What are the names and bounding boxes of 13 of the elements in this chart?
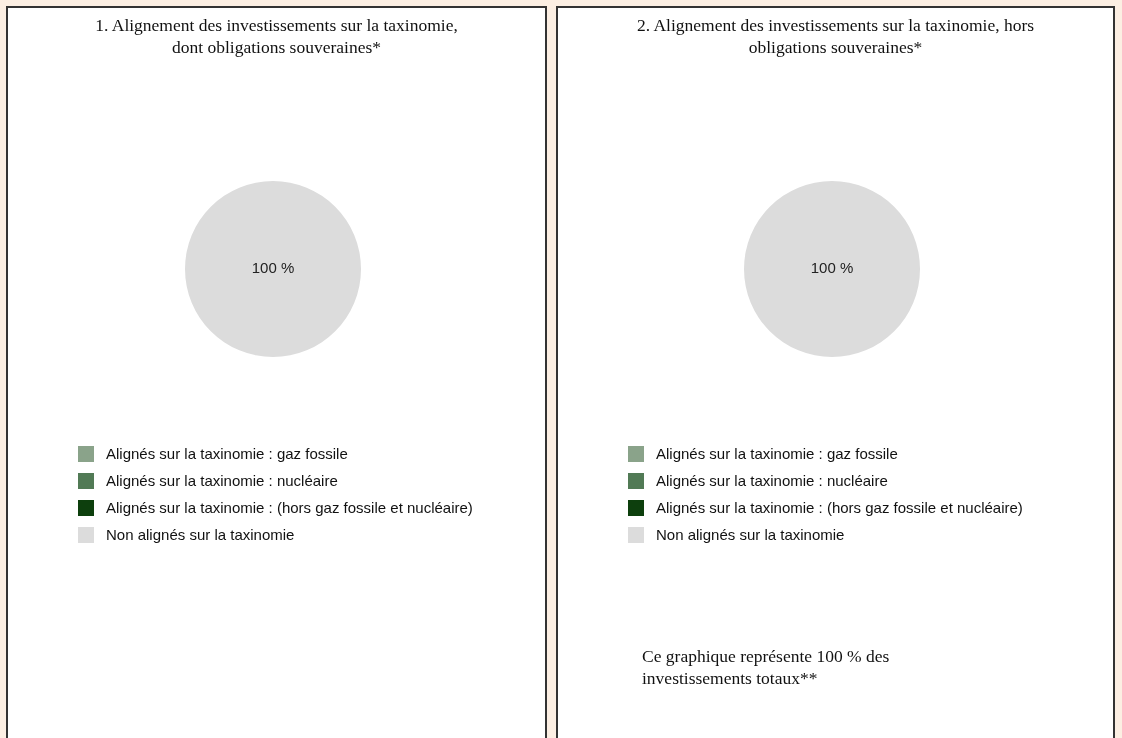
text: Ce graphique représente 100 % des investissements totaux** bbox=[642, 645, 891, 689]
data-label: 100 % bbox=[251, 259, 294, 277]
legend-label: Non alignés sur la taxinomie bbox=[106, 526, 295, 543]
legend-label: Alignés sur la taxinomie : (hors gaz fossile et nucléaire) bbox=[656, 499, 1023, 516]
legend-label: Alignés sur la taxinomie : (hors gaz fossile et nucléaire) bbox=[106, 499, 473, 516]
legend-label: Non alignés sur la taxinomie bbox=[656, 526, 845, 543]
chart-title: 1. Alignement des investissements sur la taxinomie, dont obligations souveraines* bbox=[94, 14, 459, 58]
legend-label: Alignés sur la taxinomie : gaz fossile bbox=[656, 445, 898, 462]
legend-label: Alignés sur la taxinomie : nucléaire bbox=[656, 472, 888, 489]
data-label: 100 % bbox=[810, 259, 853, 277]
chart-title: 2. Alignement des investissements sur la taxinomie, hors obligations souveraines* bbox=[635, 14, 1036, 58]
legend-label: Alignés sur la taxinomie : nucléaire bbox=[106, 472, 338, 489]
legend-label: Alignés sur la taxinomie : gaz fossile bbox=[106, 445, 348, 462]
